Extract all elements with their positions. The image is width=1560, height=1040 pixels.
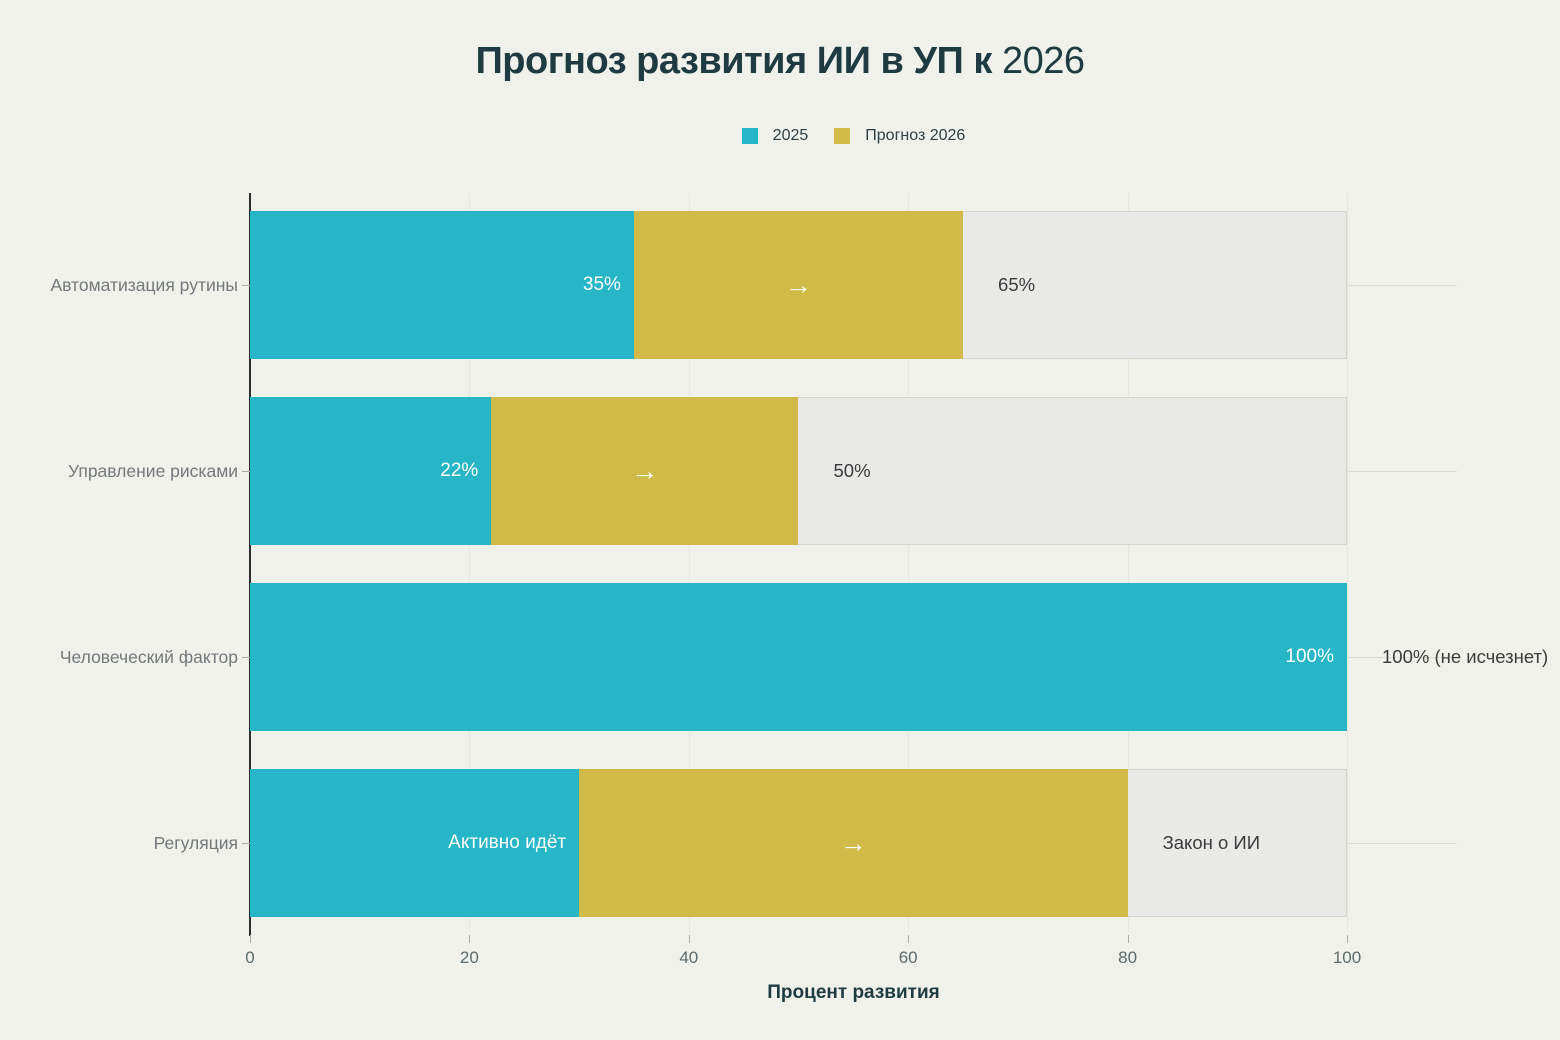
bar-segment-2025[interactable] — [250, 769, 580, 917]
x-tick-label: 20 — [459, 948, 479, 967]
chart-title-main: Прогноз развития ИИ в УП к — [475, 40, 992, 82]
y-tick-mark — [242, 657, 250, 658]
category-label: Регуляция — [153, 832, 238, 853]
x-tick-mark — [1127, 935, 1129, 943]
y-tick-mark — [242, 471, 250, 472]
vertical-gridline — [908, 193, 910, 931]
x-tick-mark — [250, 935, 251, 943]
bar-outside-label: 65% — [998, 274, 1036, 295]
x-tick-mark — [688, 935, 690, 943]
arrow-right-icon: → — [631, 455, 659, 486]
legend-swatch-2026-icon — [834, 128, 851, 144]
bar-value-label-2025: 22% — [440, 460, 479, 481]
x-axis-title: Процент развития — [767, 982, 940, 1003]
bar-outside-label: Закон о ИИ — [1162, 832, 1261, 853]
legend-item-2025[interactable]: 2025 — [741, 127, 809, 145]
bar-outside-label: 50% — [833, 460, 871, 481]
category-label: Человеческий фактор — [59, 646, 238, 667]
bar-segment-2026[interactable] — [579, 769, 1128, 917]
vertical-gridline — [1347, 193, 1348, 931]
x-tick-label: 40 — [679, 948, 699, 967]
category-label: Управление рисками — [68, 460, 238, 481]
y-tick-mark — [242, 285, 250, 286]
bar-segment-2025[interactable] — [250, 211, 634, 359]
bar-segment-2026[interactable] — [491, 397, 799, 545]
arrow-right-icon: → — [839, 827, 867, 858]
x-tick-label: 0 — [245, 948, 255, 967]
bar-value-label-2025: Активно идёт — [448, 832, 567, 853]
x-tick-label: 60 — [898, 948, 918, 967]
chart-title-year: 2026 — [1001, 40, 1085, 82]
legend-label-2025: 2025 — [772, 127, 809, 144]
x-tick-label: 80 — [1118, 948, 1138, 967]
x-tick-mark — [908, 935, 910, 943]
bar-segment-2025[interactable] — [250, 397, 492, 545]
vertical-gridline — [1127, 193, 1129, 931]
bar-outside-label: 100% (не исчезнет) — [1382, 646, 1549, 667]
legend-item-2026[interactable]: Прогноз 2026 — [834, 127, 965, 145]
bar-value-label-2025: 35% — [582, 274, 621, 295]
vertical-gridline — [469, 193, 471, 931]
y-axis-line — [249, 193, 251, 936]
x-tick-mark — [469, 935, 471, 943]
legend: 2025 Прогноз 2026 — [250, 123, 1457, 149]
vertical-gridline — [688, 193, 690, 931]
y-tick-mark — [242, 843, 250, 844]
bar-segment-2026[interactable] — [633, 211, 964, 359]
legend-label-2026: Прогноз 2026 — [865, 127, 966, 144]
bar-segment-2025[interactable] — [250, 583, 1347, 731]
category-label: Автоматизация рутины — [50, 274, 238, 295]
arrow-right-icon: → — [784, 269, 812, 300]
x-tick-mark — [1347, 935, 1348, 943]
bar-value-label-2025: 100% — [1285, 646, 1334, 667]
legend-swatch-2025-icon — [741, 128, 758, 144]
x-tick-label: 100 — [1332, 948, 1362, 967]
chart-title: Прогноз развития ИИ в УП к 2026 — [0, 40, 1560, 83]
